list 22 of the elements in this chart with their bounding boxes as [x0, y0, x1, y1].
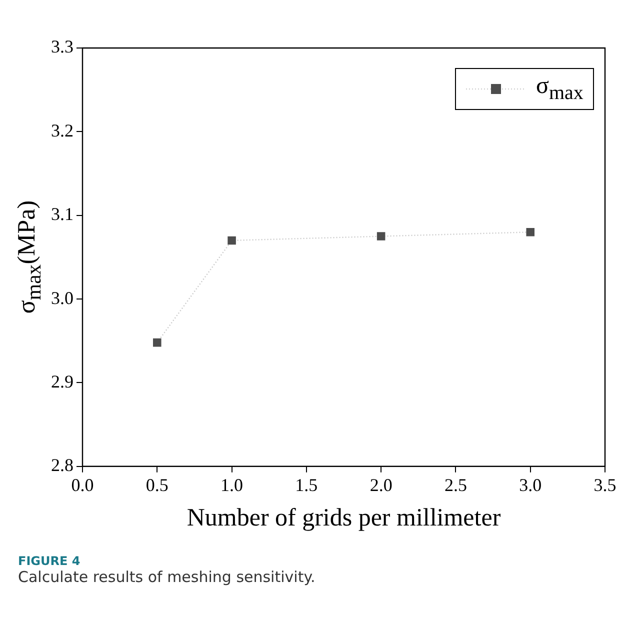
point [153, 338, 162, 347]
point [526, 228, 534, 236]
y-tick-label: 3.2 [51, 120, 74, 140]
y-tick-label: 3.0 [51, 288, 74, 308]
legend-label: σ$_{max}$ [536, 73, 584, 105]
x-tick-label: 0.5 [146, 474, 168, 495]
x-tick-label: 1.0 [220, 474, 244, 495]
point [376, 232, 386, 240]
y-tick-label: 2.8 [51, 455, 74, 476]
point [228, 236, 236, 245]
x-tick-label: 3.0 [519, 474, 542, 495]
x-tick-label: 1.5 [295, 474, 318, 495]
text: Calculate results of meshing sensitivity. [18, 568, 316, 586]
x-tick-label: 2.0 [370, 474, 392, 495]
x-tick-label: 0.0 [71, 474, 94, 495]
caption: FIGURE 4 [18, 554, 82, 568]
x-axis-title: Number of grids per millimeter [186, 504, 502, 532]
y-tick-label: 3.3 [51, 36, 74, 57]
y-tick-label: 2.9 [51, 371, 74, 392]
x-tick-label: 2.5 [444, 474, 467, 495]
y-tick-label: 3.1 [51, 204, 74, 224]
x-tick-label: 3.5 [594, 474, 616, 495]
